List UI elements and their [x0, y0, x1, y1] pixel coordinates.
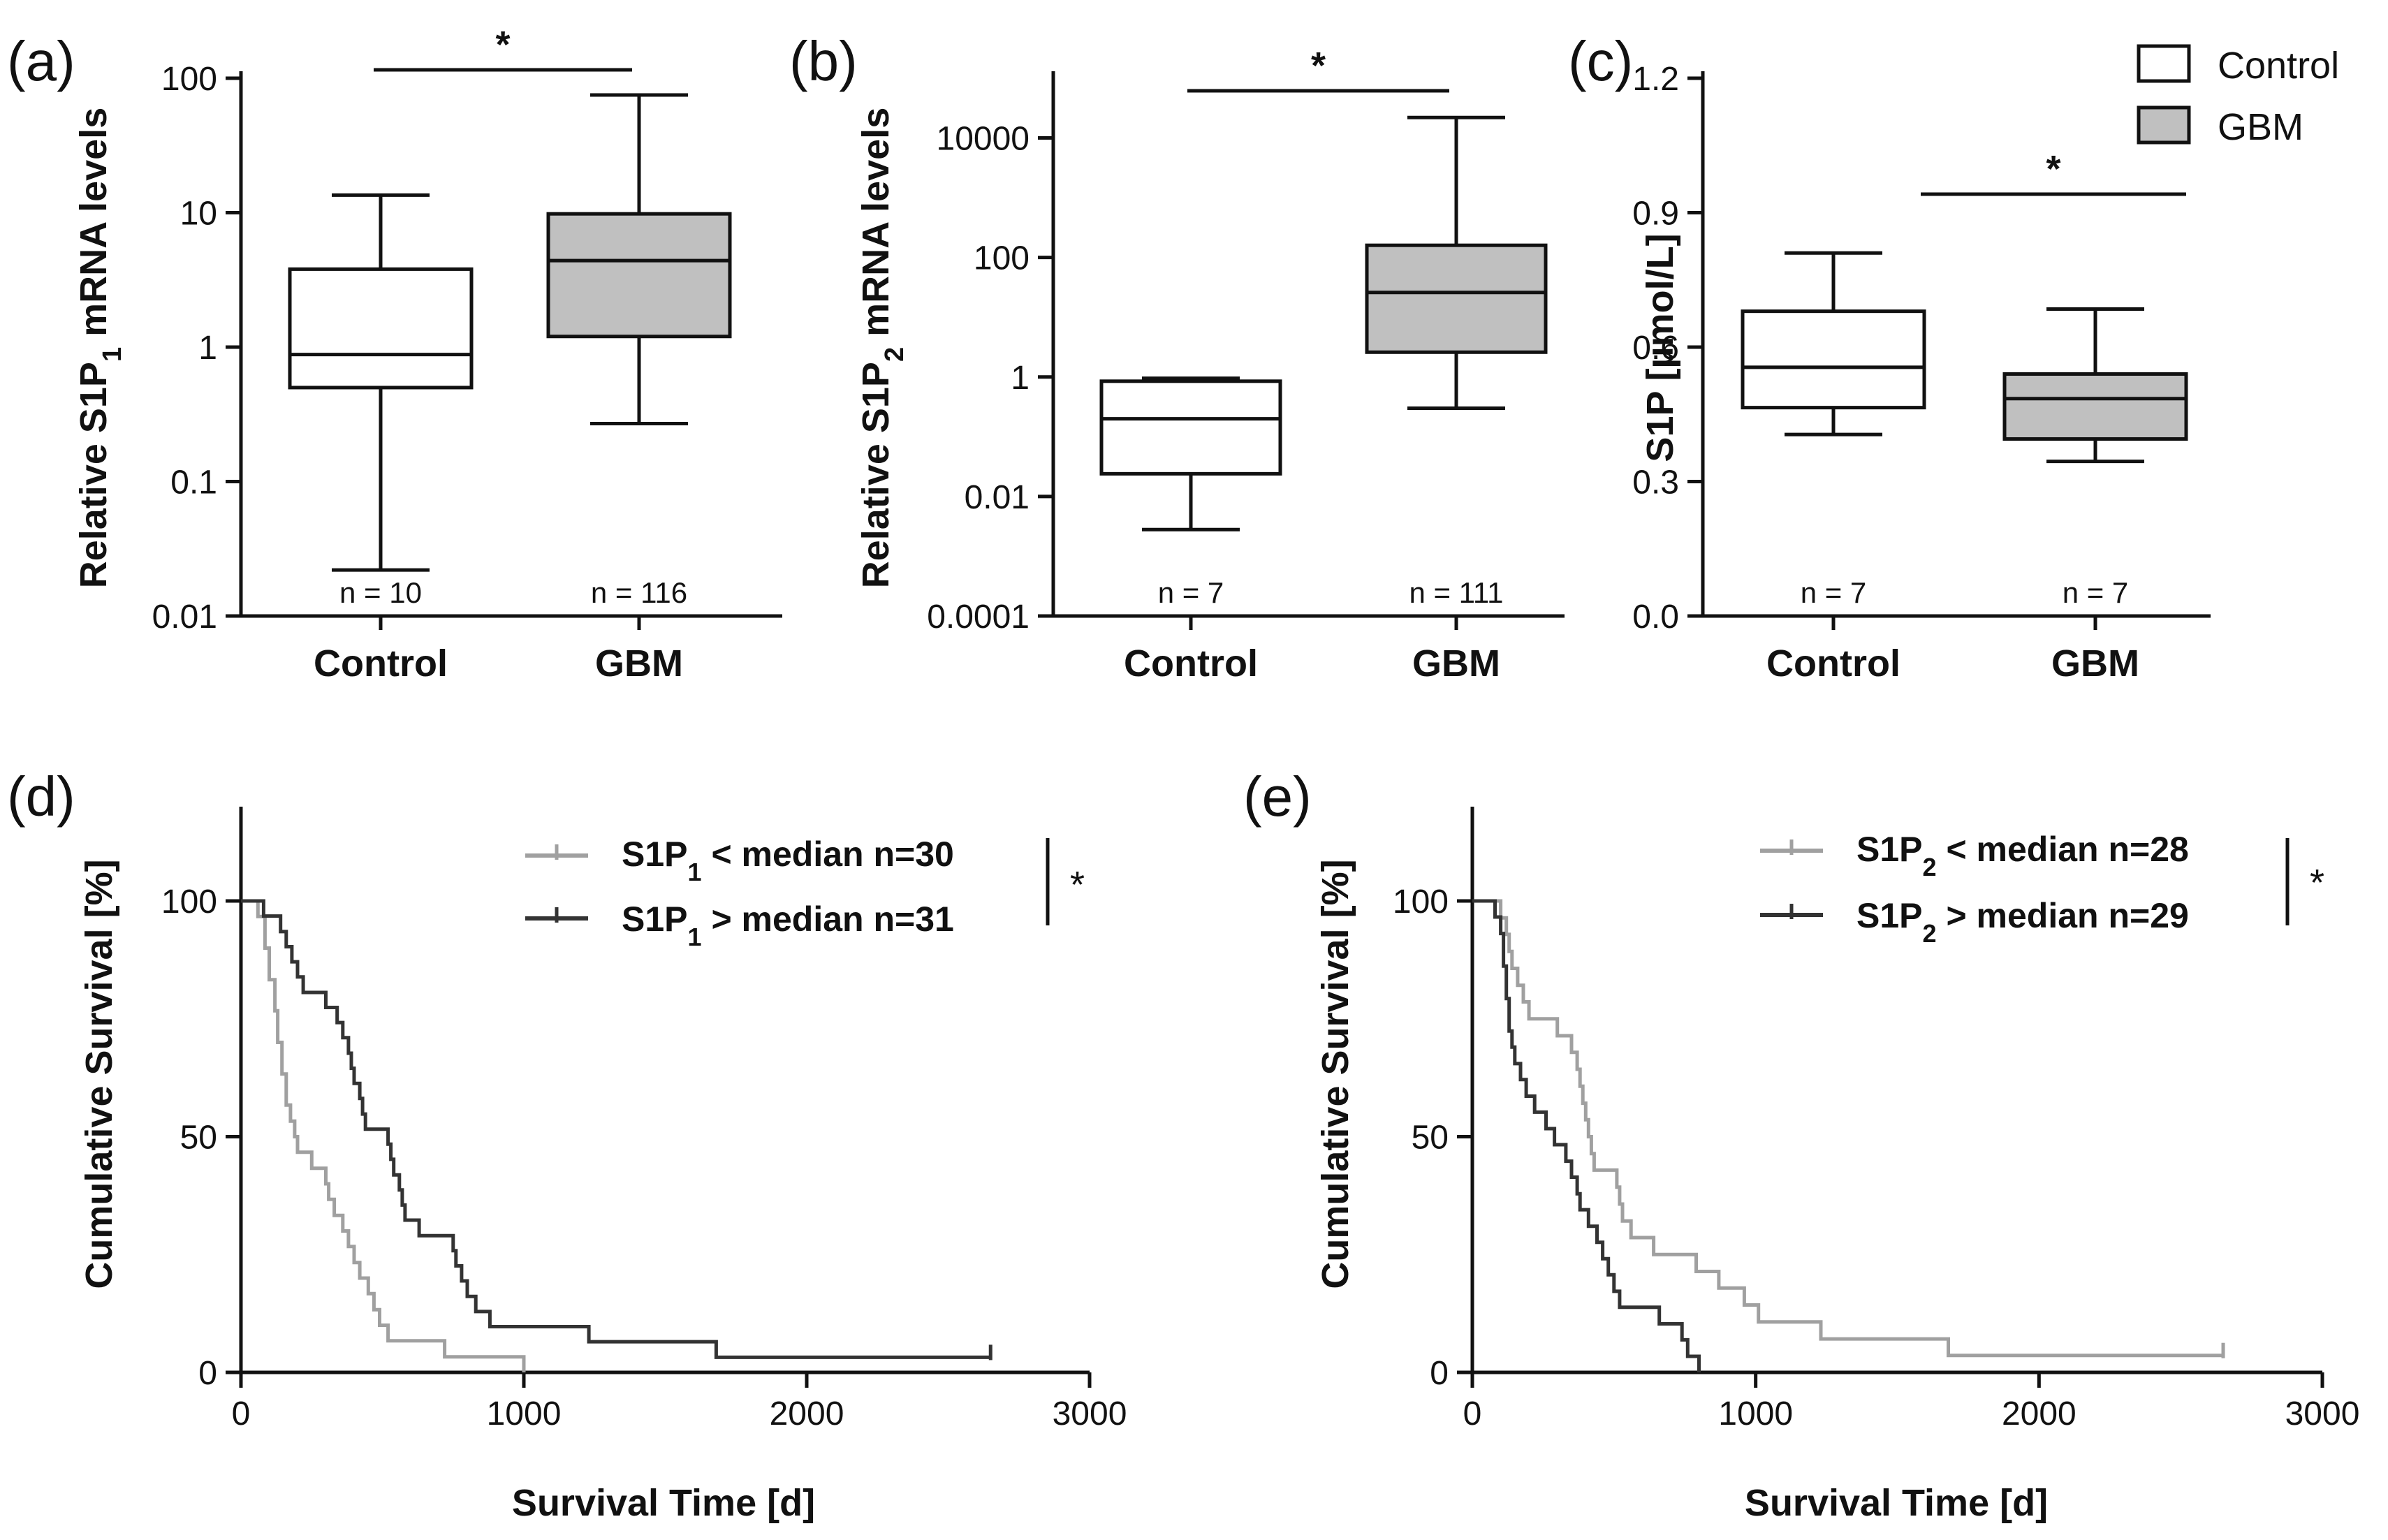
survival-curve-below-median: [1472, 899, 2223, 1358]
y-axis-label-a: Relative S1P1 mRNA levels: [73, 108, 127, 588]
n-label: n = 111: [1409, 576, 1503, 609]
y-tick-label: 50: [1412, 1120, 1449, 1157]
panel-c: (c) S1P [µmol/L] 0.0 0.3 0.6 0.9 1.2 n = 7 Con…: [1568, 30, 2211, 684]
n-label: n = 116: [591, 576, 687, 609]
x-tick-label: 0: [1463, 1395, 1482, 1432]
n-label: n = 7: [1801, 576, 1867, 609]
y-tick-label: 0: [198, 1355, 217, 1392]
x-tick-label: 3000: [1053, 1395, 1127, 1432]
panel-label-d: (d): [7, 765, 75, 828]
y-tick-label: 0.01: [965, 479, 1030, 516]
n-label: n = 10: [339, 576, 422, 609]
legend-swatch-control: [2137, 44, 2191, 83]
y-axis-label-b: Relative S1P2 mRNA levels: [855, 108, 909, 588]
panel-label-b: (b): [789, 30, 858, 92]
y-tick-label: 10000: [937, 121, 1030, 158]
category-label: Control: [314, 643, 448, 684]
legend-label-d-high: S1P1 > median n=31: [622, 900, 954, 951]
y-tick-label: 0: [1430, 1355, 1449, 1392]
survival-curve-below-median: [241, 899, 526, 1372]
y-tick-label: 100: [161, 883, 217, 921]
x-axis-label-e: Survival Time [d]: [1745, 1482, 2048, 1524]
panel-b: (b) Relative S1P2 mRNA levels 0.0001 0.01…: [789, 30, 1565, 684]
panel-d: (d) Cumulative Survival [%] Survival Tim…: [7, 765, 1127, 1524]
n-label: n = 7: [1158, 576, 1224, 609]
y-tick-label: 0.3: [1632, 464, 1679, 501]
y-tick-label: 1.2: [1632, 61, 1679, 98]
x-tick-label: 1000: [487, 1395, 562, 1432]
y-tick-label: 0.1: [170, 464, 217, 501]
y-tick-label: 1: [198, 330, 217, 367]
x-axis-label-d: Survival Time [d]: [512, 1482, 815, 1524]
y-tick-label: 100: [161, 61, 217, 98]
y-tick-label: 10: [180, 196, 217, 233]
y-tick-label: 50: [180, 1120, 217, 1157]
category-label: GBM: [2051, 643, 2139, 684]
significance-star: *: [2046, 148, 2060, 190]
panel-label-c: (c): [1568, 30, 1633, 92]
y-tick-label: 0.6: [1632, 330, 1679, 367]
significance-star: *: [495, 24, 510, 66]
y-axis-label-c: S1P [µmol/L]: [1639, 233, 1681, 462]
x-tick-label: 1000: [1718, 1395, 1793, 1432]
box-gbm: [546, 212, 732, 339]
y-tick-label: 1: [1011, 360, 1030, 397]
box-control: [1741, 309, 1926, 410]
category-label: GBM: [1412, 643, 1500, 684]
y-tick-label: 0.01: [152, 599, 217, 636]
panel-e: (e) Cumulative Survival [%] Survival Tim…: [1243, 765, 2359, 1524]
legend-swatch-gbm: [2137, 105, 2191, 145]
box-control: [288, 267, 474, 390]
y-tick-label: 0.9: [1632, 196, 1679, 233]
y-tick-label: 100: [974, 240, 1030, 277]
significance-star: *: [1311, 45, 1326, 87]
legend-label-e-low: S1P2 < median n=28: [1856, 830, 2189, 881]
survival-curve-above-median: [1472, 899, 1701, 1372]
x-tick-label: 2000: [2002, 1395, 2076, 1432]
survival-curve-above-median: [241, 899, 991, 1359]
n-label: n = 7: [2063, 576, 2129, 609]
panel-label-e: (e): [1243, 765, 1312, 828]
category-label: Control: [1766, 643, 1900, 684]
y-axis-label-e: Cumulative Survival [%]: [1314, 859, 1356, 1289]
x-tick-label: 0: [232, 1395, 251, 1432]
x-tick-label: 3000: [2285, 1395, 2360, 1432]
y-tick-label: 0.0: [1632, 599, 1679, 636]
x-tick-label: 2000: [770, 1395, 844, 1432]
significance-star: *: [1070, 864, 1085, 906]
y-tick-label: 0.0001: [927, 599, 1030, 636]
panel-label-a: (a): [7, 30, 75, 92]
significance-star: *: [2310, 862, 2324, 904]
legend-label-control: Control: [2218, 45, 2339, 87]
y-axis-label-d: Cumulative Survival [%]: [78, 859, 120, 1289]
box-gbm: [2002, 372, 2188, 441]
category-label: GBM: [595, 643, 683, 684]
box-gbm: [1365, 243, 1548, 354]
y-tick-label: 100: [1393, 883, 1449, 921]
legend-label-d-low: S1P1 < median n=30: [622, 835, 954, 886]
legend-control-gbm: Control GBM: [2137, 44, 2339, 148]
category-label: Control: [1124, 643, 1258, 684]
legend-label-e-high: S1P2 > median n=29: [1856, 896, 2189, 948]
legend-label-gbm: GBM: [2218, 106, 2303, 148]
box-control: [1099, 379, 1282, 476]
panel-a: (a) Relative S1P1 mRNA levels 0.01 0.1 1 10…: [7, 24, 782, 684]
